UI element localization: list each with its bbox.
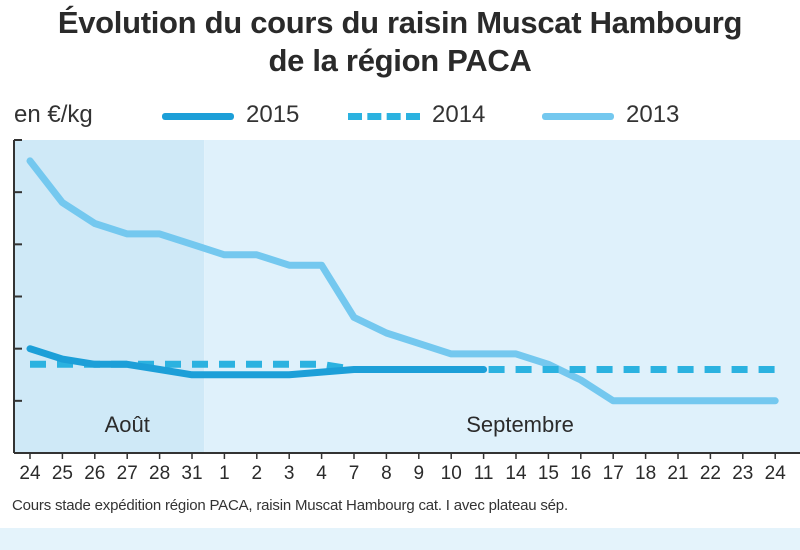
- series-line-2014: [30, 360, 776, 373]
- x-tick-label: 3: [284, 463, 295, 484]
- chart-title-line-1: Évolution du cours du raisin Muscat Hamb…: [57, 5, 743, 40]
- x-tick-label: 24: [765, 463, 787, 484]
- x-tick-label: 31: [181, 463, 202, 484]
- legend-swatch-2014: [348, 113, 420, 120]
- x-tick-label: 10: [441, 463, 462, 484]
- x-tick-label: 8: [381, 463, 392, 484]
- chart-caption: Cours stade expédition région PACA, rais…: [12, 497, 568, 514]
- plot-bg-september: [204, 140, 800, 453]
- legend: en €/kg 2015 2014 2013: [14, 99, 794, 133]
- x-tick-label: 21: [667, 463, 688, 484]
- series-line-2015: [26, 345, 488, 379]
- chart-title-line-2: de la région PACA: [268, 43, 532, 78]
- x-tick-label: 7: [349, 463, 360, 484]
- y-axis-unit-label: en €/kg: [14, 101, 93, 128]
- legend-swatch-2015: [162, 113, 234, 120]
- month-label-august: Août: [105, 412, 150, 437]
- x-tick-label: 1: [219, 463, 230, 484]
- legend-label-2014: 2014: [432, 101, 486, 128]
- x-tick-label: 15: [538, 463, 559, 484]
- plot-bg-august: [14, 140, 205, 453]
- x-tick-label: 16: [570, 463, 591, 484]
- chart-title: Évolution du cours du raisin Muscat Hamb…: [0, 4, 800, 80]
- x-tick-label: 17: [603, 463, 624, 484]
- x-tick-label: 26: [84, 463, 105, 484]
- bottom-band: [0, 528, 800, 550]
- x-tick-label: 28: [149, 463, 170, 484]
- x-tick-label: 22: [700, 463, 721, 484]
- series-line-2013: [26, 157, 779, 405]
- x-tick-label: 23: [732, 463, 753, 484]
- x-tick-label: 4: [316, 463, 327, 484]
- x-tick-label: 14: [505, 463, 527, 484]
- x-tick-label: 2: [252, 463, 263, 484]
- legend-label-2013: 2013: [626, 101, 680, 128]
- x-tick-label: 11: [474, 463, 494, 484]
- x-tick-label: 18: [635, 463, 656, 484]
- legend-label-2015: 2015: [246, 101, 300, 128]
- legend-swatch-2013: [542, 113, 614, 120]
- month-label-september: Septembre: [466, 412, 574, 437]
- x-tick-label: 27: [117, 463, 138, 484]
- x-tick-label: 24: [19, 463, 41, 484]
- x-tick-label: 25: [52, 463, 73, 484]
- x-tick-label: 9: [414, 463, 425, 484]
